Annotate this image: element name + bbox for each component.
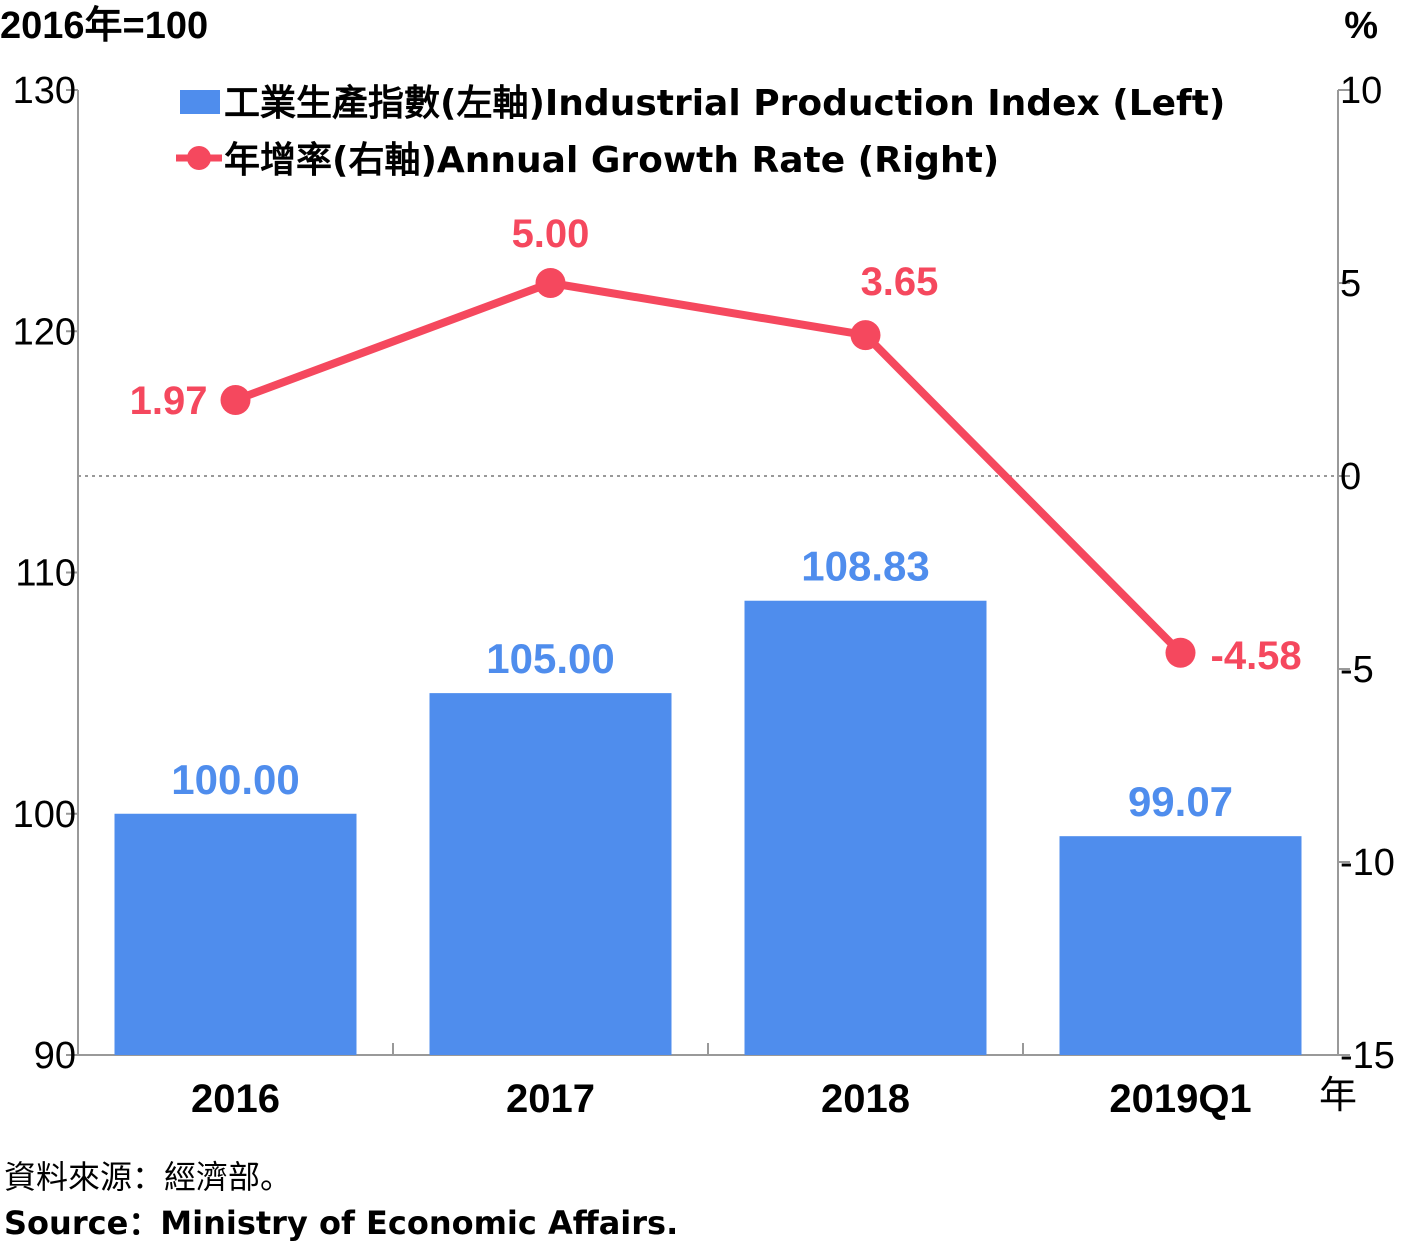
chart: 90 100 110 120 130 -15 -10 -5 0 5 10 2016年=100 % 2016… — [0, 5, 1395, 1121]
growth-value-label: -4.58 — [1211, 634, 1302, 678]
legend-line-label: 年增率(右軸)Annual Growth Rate (Right) — [224, 140, 999, 181]
x-tick-label: 2016 — [191, 1077, 280, 1121]
bar-value-label: 108.83 — [801, 543, 929, 590]
growth-point — [535, 268, 566, 298]
x-tick-label: 2019Q1 — [1109, 1077, 1251, 1121]
bar — [429, 693, 672, 1055]
growth-point — [220, 384, 251, 415]
source-en: Source：Ministry of Economic Affairs. — [4, 1204, 679, 1242]
legend: 工業生產指數(左軸)Industrial Production Index (L… — [176, 83, 1225, 181]
bars: 100.00 105.00 108.83 99.07 — [114, 543, 1302, 1055]
right-tick-label: -15 — [1340, 1035, 1395, 1077]
legend-bar-label: 工業生產指數(左軸)Industrial Production Index (L… — [224, 83, 1225, 124]
growth-value-label: 3.65 — [861, 260, 939, 304]
left-tick-label: 90 — [34, 1035, 76, 1077]
right-tick-label: 0 — [1340, 456, 1361, 498]
x-tick-label: 2018 — [821, 1077, 910, 1121]
bar — [744, 600, 987, 1055]
right-tick-label: -5 — [1340, 649, 1374, 691]
bar — [1059, 836, 1302, 1055]
right-tick-label: -10 — [1340, 842, 1395, 884]
growth-polyline — [234, 279, 1184, 656]
growth-line: 1.97 5.00 3.65 -4.58 — [130, 212, 1302, 678]
legend-bar-swatch — [180, 90, 220, 114]
right-tick-label: 5 — [1340, 263, 1361, 305]
x-tick-label: 2017 — [506, 1077, 595, 1121]
left-tick-label: 100 — [13, 794, 76, 836]
legend-line-marker — [187, 146, 211, 170]
growth-point — [850, 320, 881, 351]
bar — [114, 813, 357, 1055]
right-tick-label: 10 — [1340, 70, 1382, 112]
bar-value-label: 100.00 — [171, 756, 299, 803]
left-tick-label: 110 — [15, 553, 76, 595]
growth-point — [1165, 637, 1196, 668]
growth-value-label: 1.97 — [130, 379, 208, 423]
left-tick-label: 130 — [13, 70, 76, 112]
x-axis-unit: 年 — [1319, 1075, 1357, 1117]
bar-value-label: 99.07 — [1128, 778, 1233, 825]
growth-value-label: 5.00 — [512, 212, 590, 256]
right-axis-unit: % — [1344, 5, 1378, 47]
axes: 90 100 110 120 130 -15 -10 -5 0 5 10 2016年=100 % 2016… — [0, 5, 1395, 1121]
bar-value-label: 105.00 — [486, 635, 614, 682]
source-zh: 資料來源：經濟部。 — [4, 1158, 293, 1196]
left-axis-unit: 2016年=100 — [0, 5, 208, 47]
left-tick-label: 120 — [13, 311, 76, 353]
